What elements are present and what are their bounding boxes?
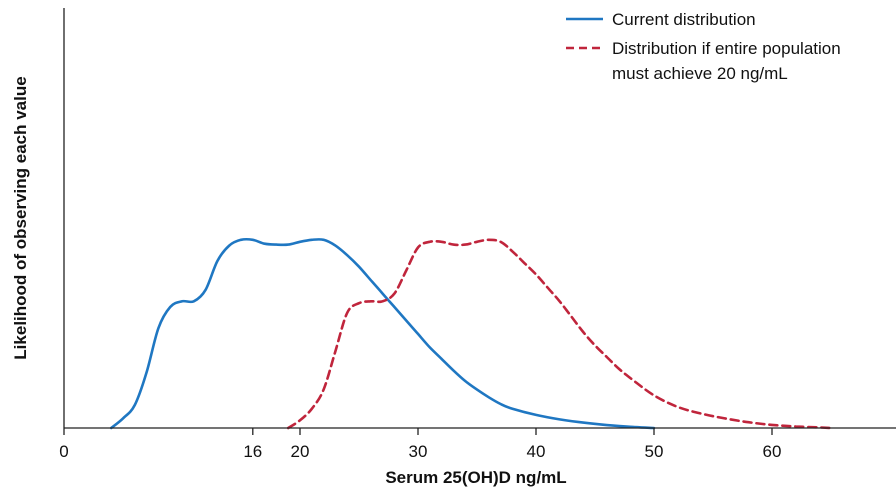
series-line-target xyxy=(286,238,833,430)
series-line-current xyxy=(109,237,656,430)
legend-label-target-line1: Distribution if entire population xyxy=(612,39,841,58)
x-tick-label: 30 xyxy=(409,442,428,461)
legend: Current distribution Distribution if ent… xyxy=(566,10,841,83)
plot-area xyxy=(109,237,833,430)
legend-label-target-line2: must achieve 20 ng/mL xyxy=(612,64,788,83)
x-axis-title: Serum 25(OH)D ng/mL xyxy=(385,468,566,487)
x-tick-label: 16 xyxy=(243,442,262,461)
x-axis-ticks: 0 16 20 30 40 50 60 xyxy=(59,428,781,461)
x-tick-label: 50 xyxy=(645,442,664,461)
x-tick-label: 40 xyxy=(527,442,546,461)
legend-item-target: Distribution if entire population must a… xyxy=(566,39,841,83)
x-tick-label: 20 xyxy=(291,442,310,461)
x-tick-label: 60 xyxy=(763,442,782,461)
x-tick-label: 0 xyxy=(59,442,68,461)
legend-item-current: Current distribution xyxy=(566,10,756,29)
legend-label-current: Current distribution xyxy=(612,10,756,29)
y-axis-title: Likelihood of observing each value xyxy=(11,76,30,359)
